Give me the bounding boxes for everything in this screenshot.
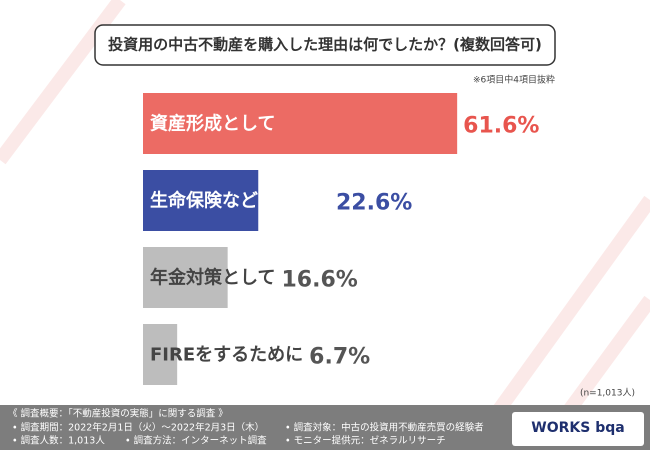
title-box <box>94 24 556 66</box>
footer-heading: 《 調査概要：「不動産投資の実態」に関する調査 》 <box>8 408 228 420</box>
bar <box>143 93 458 154</box>
sample-size: (n=1,013人) <box>580 388 635 399</box>
value-label: 16.6% <box>281 268 357 293</box>
bar <box>143 324 178 385</box>
footer-item: • 調査人数：1,013人 <box>12 435 105 447</box>
category-label: 資産形成として <box>150 113 275 135</box>
bar <box>143 170 259 231</box>
bar <box>143 247 228 308</box>
category-label: 年金対策として <box>150 267 275 289</box>
value-label: 6.7% <box>309 345 370 370</box>
logo: WORKS bqa <box>531 420 624 436</box>
value-label: 22.6% <box>336 191 412 216</box>
category-label: FIREをするために <box>150 345 303 366</box>
category-label: 生命保険などの代わり <box>150 190 330 212</box>
logo-box <box>512 412 644 446</box>
footer-item: • 調査対象：中古の投資用不動産売買の経験者 <box>285 422 484 434</box>
note: ※6項目中4項目抜粋 <box>473 74 555 86</box>
footer-item: • モニター提供元：ゼネラルリサーチ <box>285 435 446 447</box>
chart-title: 投資用の中古不動産を購入した理由は何でしたか？(複数回答可) <box>108 36 542 54</box>
footer-item: • 調査方法：インターネット調査 <box>125 435 267 447</box>
value-label: 61.6% <box>463 114 539 139</box>
footer-item: • 調査期間：2022年2月1日（火）～2022年2月3日（木） <box>12 422 264 434</box>
